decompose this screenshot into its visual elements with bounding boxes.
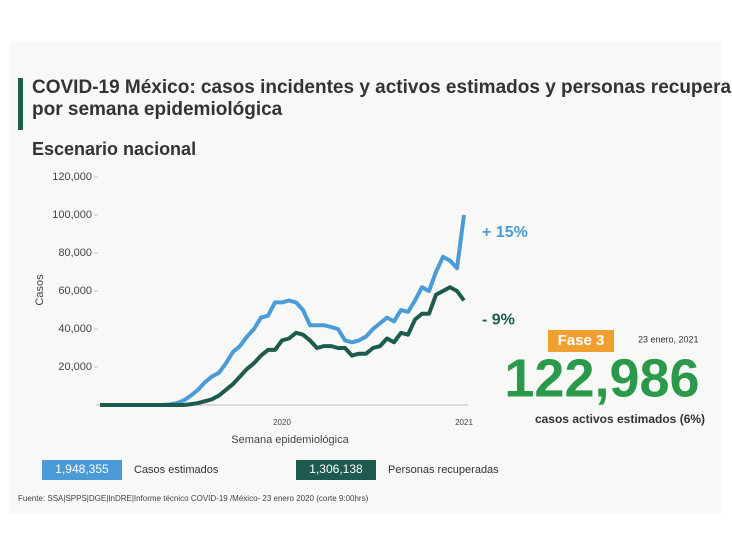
change-label: - 9% <box>482 312 515 329</box>
y-tick-label: 80,000 <box>58 247 92 259</box>
legend-label: Casos estimados <box>134 464 219 476</box>
active-cases-label: casos activos estimados (6%) <box>535 412 705 426</box>
legend-label: Personas recuperadas <box>388 464 499 476</box>
legend-total: 1,306,138 <box>309 462 363 476</box>
accent-bar <box>18 78 23 130</box>
date-label: 23 enero, 2021 <box>638 334 699 344</box>
x-axis-label: Semana epidemiológica <box>231 434 349 446</box>
x-tick-label: 2021 <box>455 418 473 427</box>
panel <box>10 42 722 514</box>
y-tick-label: 60,000 <box>58 285 92 297</box>
x-tick-label: 2020 <box>273 418 291 427</box>
source-note: Fuente: SSA|SPPS|DGE|InDRE|Informe técni… <box>18 494 369 503</box>
phase-badge <box>548 330 614 352</box>
y-axis-label: Casos <box>34 274 46 306</box>
y-tick-label: 40,000 <box>58 323 92 335</box>
legend-box <box>42 460 122 480</box>
chart-title: COVID-19 México: casos incidentes y acti… <box>32 77 732 120</box>
change-label: + 15% <box>482 224 528 241</box>
y-tick-label: 100,000 <box>52 209 92 221</box>
y-tick-label: 20,000 <box>58 361 92 373</box>
active-cases: 122,986 <box>504 348 699 408</box>
chart-subtitle: Escenario nacional <box>32 139 196 159</box>
legend-box <box>296 460 376 480</box>
legend-total: 1,948,355 <box>55 462 109 476</box>
series-line <box>100 285 466 407</box>
phase-label: Fase 3 <box>558 332 605 349</box>
y-tick-label: 120,000 <box>52 171 92 183</box>
